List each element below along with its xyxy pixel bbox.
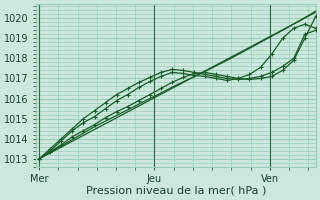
X-axis label: Pression niveau de la mer( hPa ): Pression niveau de la mer( hPa ) <box>86 186 266 196</box>
